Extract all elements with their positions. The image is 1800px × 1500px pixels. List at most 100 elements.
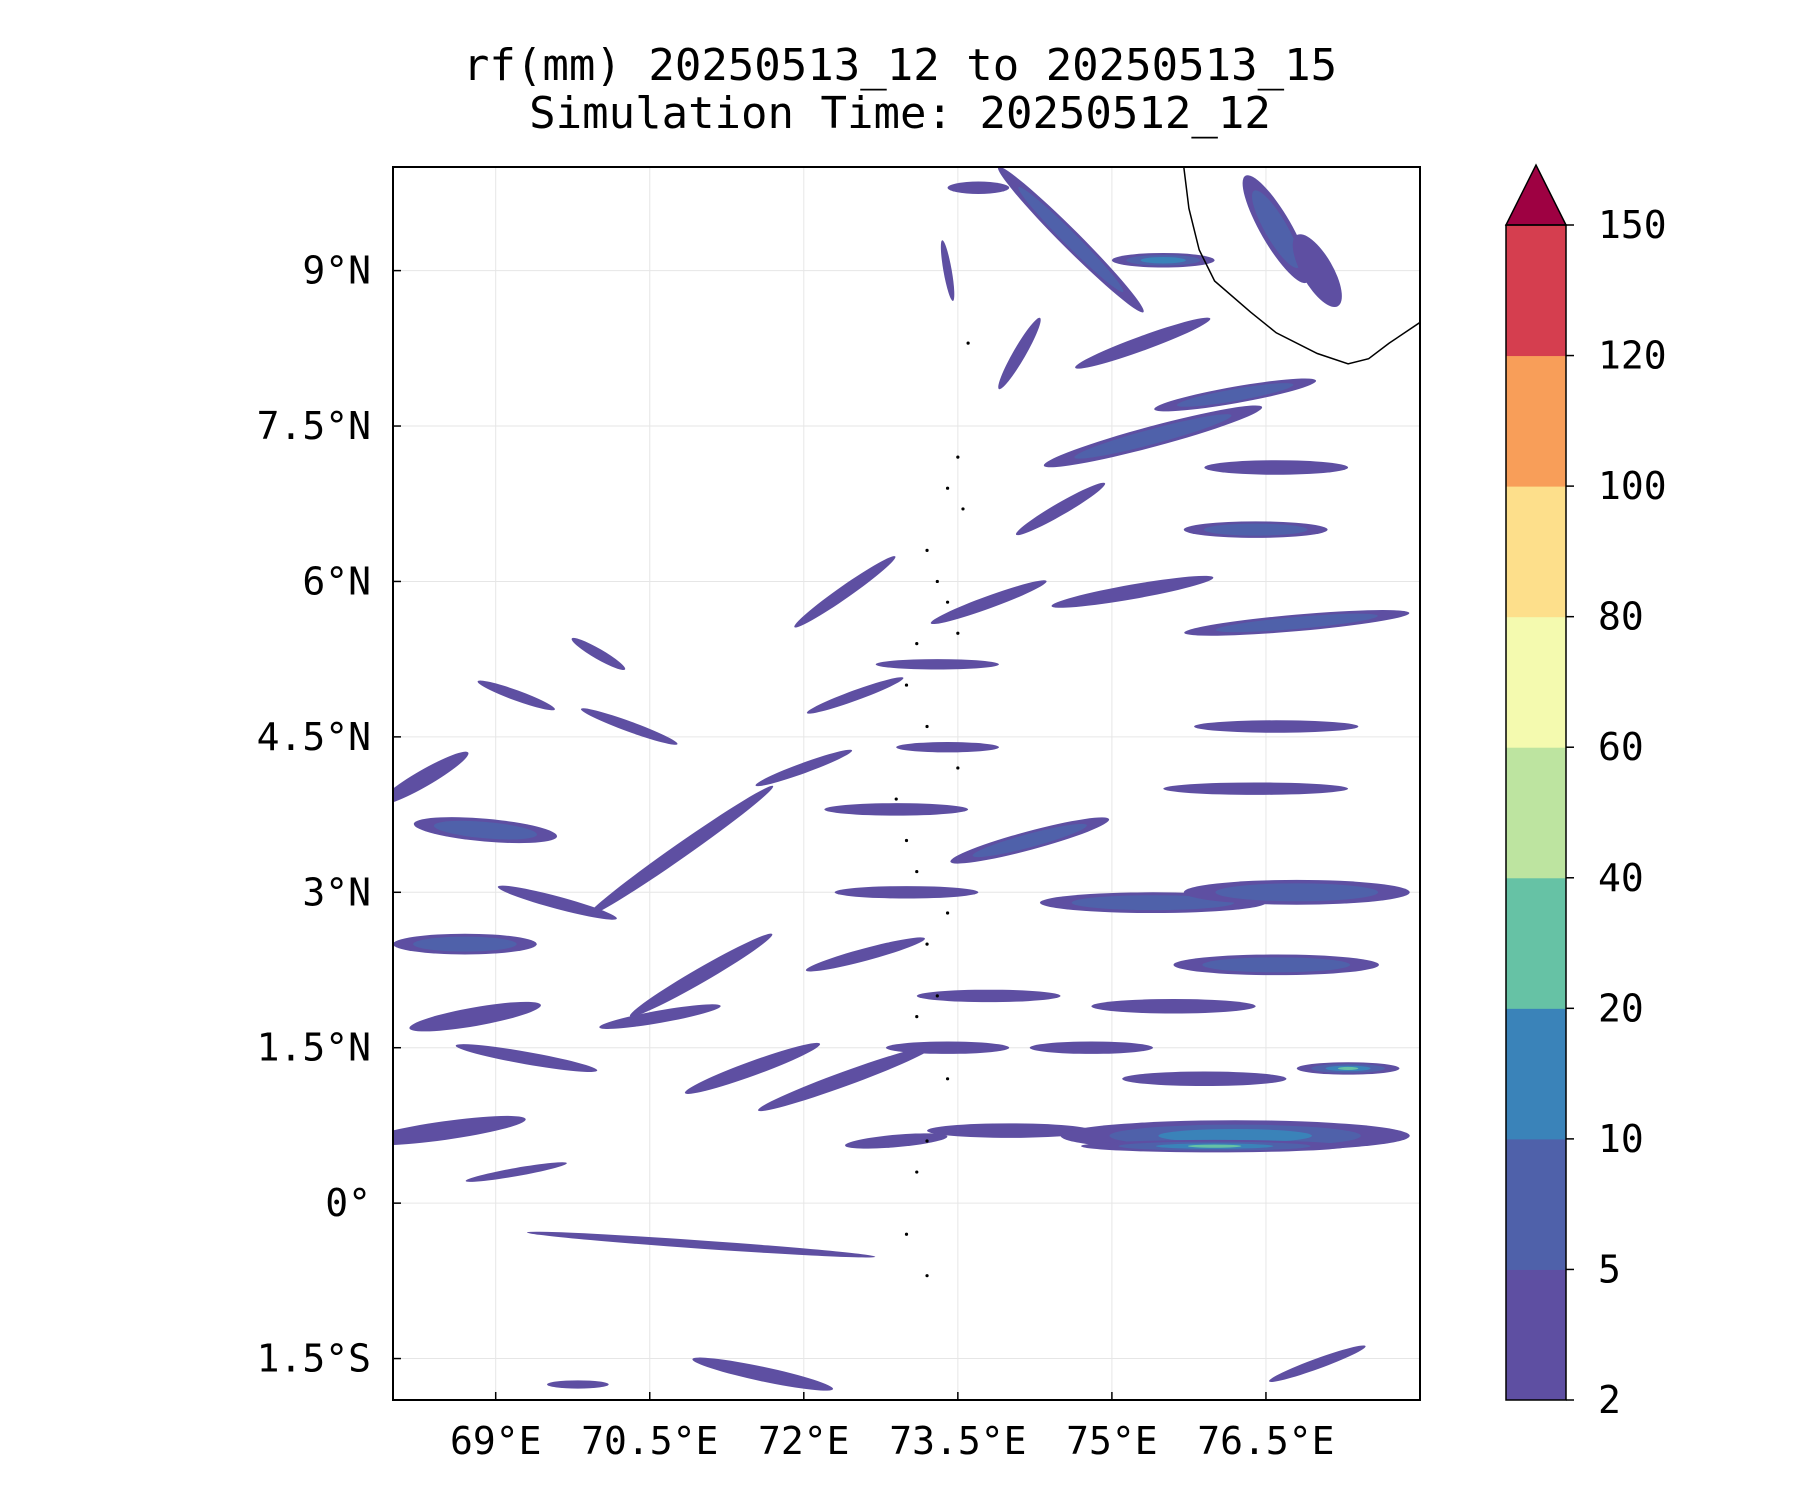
colorbar-frame bbox=[1505, 224, 1567, 1401]
rain-band bbox=[1029, 1041, 1153, 1054]
chart-subtitle: Simulation Time: 20250512_12 bbox=[529, 88, 1271, 139]
rain-band bbox=[794, 556, 896, 628]
rain-band bbox=[1204, 460, 1349, 475]
rain-contour-level-0 bbox=[1122, 1071, 1287, 1087]
island-dot bbox=[915, 1015, 919, 1019]
colorbar-segment bbox=[1506, 1138, 1566, 1270]
rain-contour-level-1 bbox=[1215, 883, 1379, 902]
y-tick-label: 7.5°N bbox=[257, 404, 371, 448]
y-axis-ticks: 9°N 7.5°N 6°N 4.5°N 3°N 1.5°N 0° 1.5°S bbox=[257, 249, 401, 1381]
rain-contour-level-1 bbox=[1215, 613, 1378, 633]
rain-band bbox=[497, 885, 617, 920]
y-tick-label: 0° bbox=[325, 1181, 371, 1225]
rain-contour-level-0 bbox=[1163, 782, 1349, 795]
colorbar-segment bbox=[1506, 616, 1566, 748]
rain-contour-level-0 bbox=[393, 751, 469, 805]
island-dot bbox=[925, 942, 929, 946]
rain-band bbox=[477, 680, 555, 711]
rain-band bbox=[692, 1357, 834, 1391]
island-dot bbox=[966, 341, 970, 345]
rain-band bbox=[409, 1001, 541, 1032]
rain-band bbox=[1075, 317, 1211, 369]
island-dot bbox=[935, 579, 939, 584]
rain-contour-level-1 bbox=[972, 823, 1087, 858]
rain-contour-level-0 bbox=[885, 1041, 1010, 1054]
rain-contour-level-1 bbox=[1252, 190, 1301, 268]
colorbar-tick-label: 120 bbox=[1598, 334, 1667, 378]
rain-contour-level-0 bbox=[834, 886, 979, 899]
rain-contour-level-0 bbox=[875, 659, 999, 670]
colorbar-tick-label: 60 bbox=[1598, 725, 1644, 769]
island-dot bbox=[925, 724, 929, 729]
island-dot bbox=[915, 642, 919, 646]
rain-contour-level-1 bbox=[1176, 383, 1294, 407]
rain-band bbox=[875, 659, 999, 670]
rain-band bbox=[1269, 1345, 1366, 1382]
chart-title: rf(mm) 20250513_12 to 20250513_15 bbox=[462, 40, 1338, 91]
rain-band bbox=[1122, 1071, 1287, 1087]
rain-band bbox=[896, 742, 999, 753]
rain-band bbox=[1194, 720, 1359, 733]
rain-contour-level-0 bbox=[477, 680, 555, 711]
island-dot bbox=[945, 1077, 950, 1081]
rain-contour-level-0 bbox=[1269, 1345, 1366, 1382]
rain-band bbox=[916, 989, 1061, 1003]
rain-band bbox=[1183, 879, 1410, 905]
rain-contour-level-3 bbox=[1187, 1144, 1242, 1148]
island-dot bbox=[925, 1139, 929, 1143]
colorbar-tick-label: 150 bbox=[1598, 203, 1667, 247]
rain-band bbox=[950, 817, 1110, 864]
rain-band bbox=[1051, 575, 1214, 608]
rain-band bbox=[940, 240, 955, 301]
island-dot bbox=[894, 797, 898, 801]
island-dot bbox=[935, 994, 939, 998]
island-dot bbox=[961, 507, 965, 511]
rain-band bbox=[930, 580, 1047, 625]
rain-contour-level-0 bbox=[692, 1357, 834, 1391]
colorbar-segment bbox=[1506, 1269, 1566, 1401]
x-tick-label: 73.5°E bbox=[889, 1419, 1026, 1463]
rain-contour-level-0 bbox=[794, 556, 896, 628]
rain-band bbox=[587, 785, 774, 916]
rain-contour-level-0 bbox=[547, 1380, 609, 1389]
island-dot bbox=[915, 869, 919, 874]
rain-contour-level-0 bbox=[806, 677, 904, 714]
rain-band bbox=[393, 1115, 526, 1146]
rain-contour-level-0 bbox=[1051, 575, 1214, 608]
rain-contour-level-0 bbox=[599, 1004, 721, 1029]
rain-contour-level-2 bbox=[1140, 257, 1186, 264]
rain-contour-level-0 bbox=[1015, 482, 1106, 536]
rain-contour-level-0 bbox=[845, 1133, 948, 1149]
island-dot bbox=[904, 838, 909, 843]
island-dot bbox=[904, 683, 909, 687]
rain-contour-level-0 bbox=[629, 933, 773, 1017]
rain-band bbox=[1154, 378, 1317, 412]
rain-contour-level-0 bbox=[930, 580, 1047, 625]
rain-contour-level-0 bbox=[916, 989, 1061, 1003]
rain-contour-level-0 bbox=[896, 742, 999, 753]
rain-contour-level-0 bbox=[684, 1042, 821, 1094]
y-tick-label: 6°N bbox=[302, 559, 371, 603]
rain-band bbox=[1111, 252, 1215, 268]
colorbar-extend-arrow bbox=[1504, 163, 1568, 226]
island-dot bbox=[925, 1274, 929, 1278]
x-tick-label: 69°E bbox=[450, 1419, 542, 1463]
rain-band bbox=[947, 181, 1010, 194]
rain-band bbox=[845, 1133, 948, 1149]
rain-band bbox=[1015, 482, 1106, 536]
y-tick-label: 1.5°S bbox=[257, 1337, 371, 1381]
rain-band bbox=[1292, 234, 1342, 308]
map-frame bbox=[392, 166, 1421, 1401]
colorbar-segment bbox=[1506, 486, 1566, 618]
rain-contour-level-0 bbox=[1292, 234, 1342, 308]
colorbar-tick-label: 80 bbox=[1598, 595, 1644, 639]
coastlines bbox=[894, 167, 1420, 1278]
x-tick-label: 72°E bbox=[758, 1419, 850, 1463]
island-dot bbox=[956, 766, 960, 770]
x-tick-label: 76.5°E bbox=[1197, 1419, 1334, 1463]
rain-contour-level-0 bbox=[940, 240, 955, 301]
coastline-india bbox=[1183, 167, 1420, 365]
rain-contour-level-0 bbox=[526, 1231, 876, 1258]
rain-contour-level-0 bbox=[755, 749, 853, 787]
